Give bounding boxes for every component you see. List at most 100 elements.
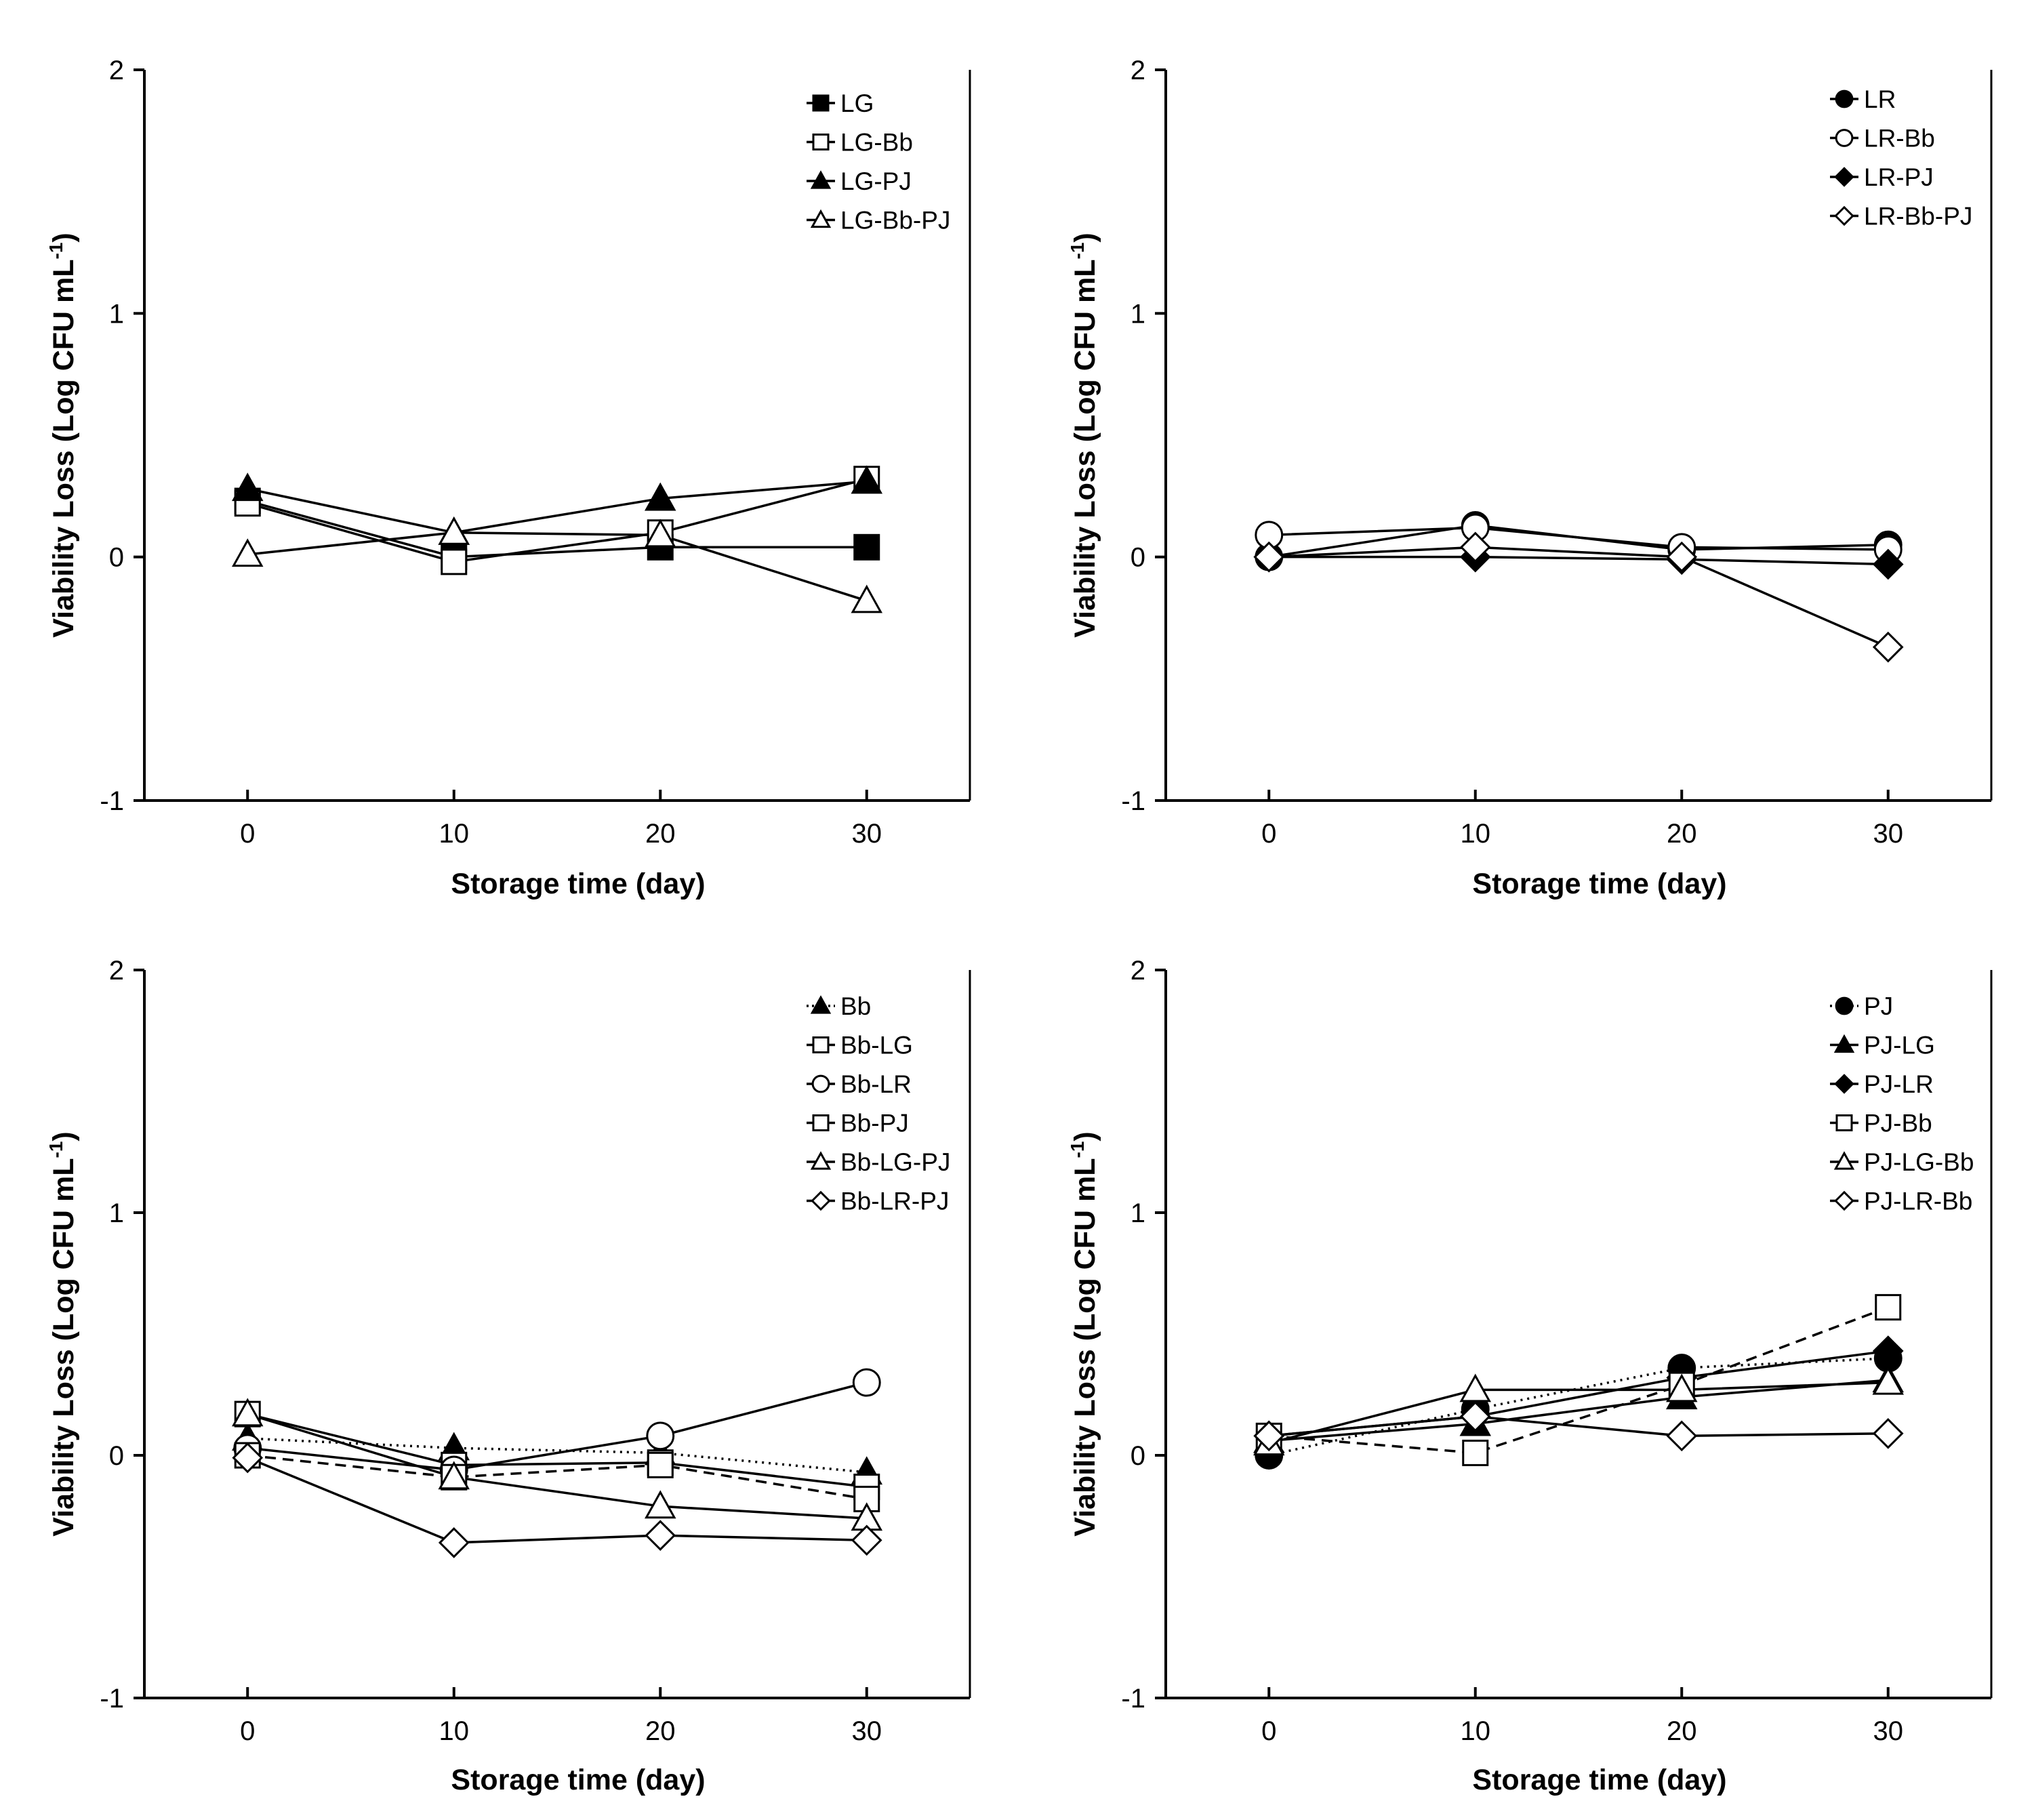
data-point-bb-lr-pj-day-30 (851, 1524, 882, 1556)
legend-label-lr-bb: LR-Bb (1864, 125, 1935, 153)
x-axis-title: Storage time (day) (1472, 1764, 1726, 1796)
data-point-lg-bb-pj-day-0 (232, 538, 264, 567)
y-tick-label: 1 (1131, 299, 1145, 329)
data-point-pj-bb-day-30 (1875, 1294, 1902, 1321)
y-tick-label: 2 (1131, 956, 1145, 986)
legend-marker-bb (810, 995, 832, 1014)
legend-label-pj: PJ (1864, 992, 1893, 1020)
legend-label-pj-lg-bb: PJ-LG-Bb (1864, 1148, 1974, 1176)
data-point-lr-bb-pj-day-20 (1666, 541, 1698, 573)
data-point-bb-lg-pj-day-10 (438, 1461, 470, 1490)
data-point-bb-lr-day-20 (646, 1421, 675, 1451)
legend-marker-bb-lg-pj (810, 1151, 832, 1170)
series-line-bb-lr (247, 1381, 868, 1472)
data-point-lr-bb-pj-day-10 (1459, 531, 1491, 563)
legend-label-bb-lr: Bb-LR (840, 1070, 912, 1098)
legend-label-pj-lr-bb: PJ-LR-Bb (1864, 1188, 1972, 1215)
legend-label-lg-pj: LG-PJ (840, 167, 912, 195)
series-line-lr-pj (1269, 555, 1888, 566)
y-axis-title-main: Viability Loss (Log CFU mL (47, 259, 80, 637)
legend-marker-pj-lr-bb (1834, 1190, 1854, 1211)
data-point-lg-day-30 (853, 533, 880, 561)
x-tick-label: 30 (1873, 819, 1904, 849)
legend: LR LR-Bb LR-PJ LR-Bb-PJ (1830, 85, 1972, 230)
data-point-pj-lr-bb-day-10 (1459, 1400, 1491, 1432)
data-point-pj-lr-bb-day-30 (1872, 1417, 1904, 1449)
y-axis-title: Viability Loss (Log CFU mL-1) (45, 1131, 80, 1536)
data-point-lg-bb-pj-day-10 (438, 516, 470, 545)
y-tick-label: -1 (100, 1684, 124, 1714)
marks-layer: 210-10 10 20 30 (1121, 956, 1904, 1746)
legend-marker-lg-pj (810, 170, 832, 189)
legend-marker-bb-lg (812, 1036, 830, 1053)
chart-panel-a: Storage time (day) Viability Loss (Log C… (45, 56, 971, 900)
x-axis-title: Storage time (day) (451, 1764, 705, 1796)
x-tick-label: 10 (1461, 1716, 1491, 1746)
y-axis-title-main: Viability Loss (Log CFU mL (47, 1158, 80, 1536)
legend-label-lg: LG (840, 89, 874, 117)
legend-label-pj-bb: PJ-Bb (1864, 1110, 1932, 1137)
legend-label-lr: LR (1864, 85, 1896, 113)
y-tick-label: -1 (1121, 786, 1145, 816)
y-tick-label: 1 (1131, 1198, 1145, 1228)
data-point-lr-bb-pj-day-30 (1872, 631, 1904, 663)
series-line-pj-lr-bb (1269, 1415, 1888, 1438)
data-point-lr-bb-pj-day-0 (1253, 541, 1285, 573)
data-point-bb-lr-day-30 (852, 1368, 881, 1397)
legend-marker-bb-lr (811, 1074, 830, 1093)
data-point-pj-lr-bb-day-0 (1253, 1420, 1285, 1452)
legend-marker-bb-pj (812, 1114, 830, 1131)
data-point-lr-pj-day-30 (1872, 548, 1904, 580)
y-tick-label: 2 (109, 956, 124, 986)
legend-marker-lr-pj (1834, 167, 1854, 187)
x-tick-label: 10 (1461, 819, 1491, 849)
series-line-lg-bb (247, 477, 868, 563)
y-axis-title: Viability Loss (Log CFU mL-1) (1067, 1131, 1101, 1536)
y-tick-label: 0 (1131, 543, 1145, 573)
x-tick-label: 20 (645, 1716, 676, 1746)
x-tick-label: 20 (1667, 1716, 1697, 1746)
series-line-lg-pj (247, 480, 867, 534)
series-line-bb-lg (247, 1413, 867, 1489)
series-line-bb-pj (247, 1454, 868, 1501)
series-line-lg-bb-pj (247, 531, 868, 603)
data-point-pj-lg-bb-day-30 (1872, 1366, 1904, 1395)
y-tick-label: 2 (1131, 56, 1145, 85)
data-point-lg-pj-day-0 (232, 472, 264, 502)
legend-marker-pj (1835, 996, 1854, 1015)
data-point-pj-lr-bb-day-20 (1666, 1420, 1698, 1452)
x-tick-label: 10 (439, 819, 470, 849)
data-point-lg-bb-day-10 (441, 548, 468, 575)
y-axis-title-superscript: -1 (1067, 243, 1088, 260)
legend-marker-pj-lg-bb (1833, 1151, 1855, 1170)
series-line-bb-lr-pj (247, 1456, 867, 1544)
y-tick-label: 1 (109, 299, 124, 329)
data-point-lg-bb-pj-day-20 (645, 519, 676, 548)
data-point-lg-pj-day-20 (645, 482, 676, 511)
legend-label-bb: Bb (840, 992, 871, 1020)
y-axis-title-close: ) (1069, 232, 1101, 242)
y-tick-label: -1 (1121, 1684, 1145, 1714)
marks-layer: 210-10 10 20 30 (100, 956, 882, 1746)
data-point-bb-lg-pj-day-20 (645, 1490, 676, 1519)
legend-marker-lg-bb-pj (810, 209, 832, 228)
x-tick-label: 20 (1667, 819, 1697, 849)
legend-label-bb-lg-pj: Bb-LG-PJ (840, 1148, 950, 1176)
chart-panel-d: Storage time (day) Viability Loss (Log C… (1067, 956, 1993, 1796)
data-point-bb-lr-pj-day-0 (232, 1442, 264, 1474)
data-point-bb-lg-pj-day-0 (232, 1398, 264, 1427)
x-tick-label: 30 (852, 819, 882, 849)
x-tick-label: 30 (852, 1716, 882, 1746)
y-tick-label: -1 (100, 786, 124, 816)
legend-marker-pj-lr (1834, 1074, 1854, 1094)
legend-label-pj-lr: PJ-LR (1864, 1070, 1934, 1098)
legend-marker-lg (812, 94, 830, 112)
data-point-bb-lr-pj-day-20 (645, 1520, 676, 1551)
legend-label-bb-pj: Bb-PJ (840, 1110, 909, 1137)
marks-layer: 210-10 10 20 30 (1121, 56, 1904, 849)
y-tick-label: 0 (1131, 1441, 1145, 1471)
x-tick-label: 10 (439, 1716, 470, 1746)
series-line-lg (247, 500, 867, 559)
legend-label-lr-bb-pj: LR-Bb-PJ (1864, 203, 1972, 230)
